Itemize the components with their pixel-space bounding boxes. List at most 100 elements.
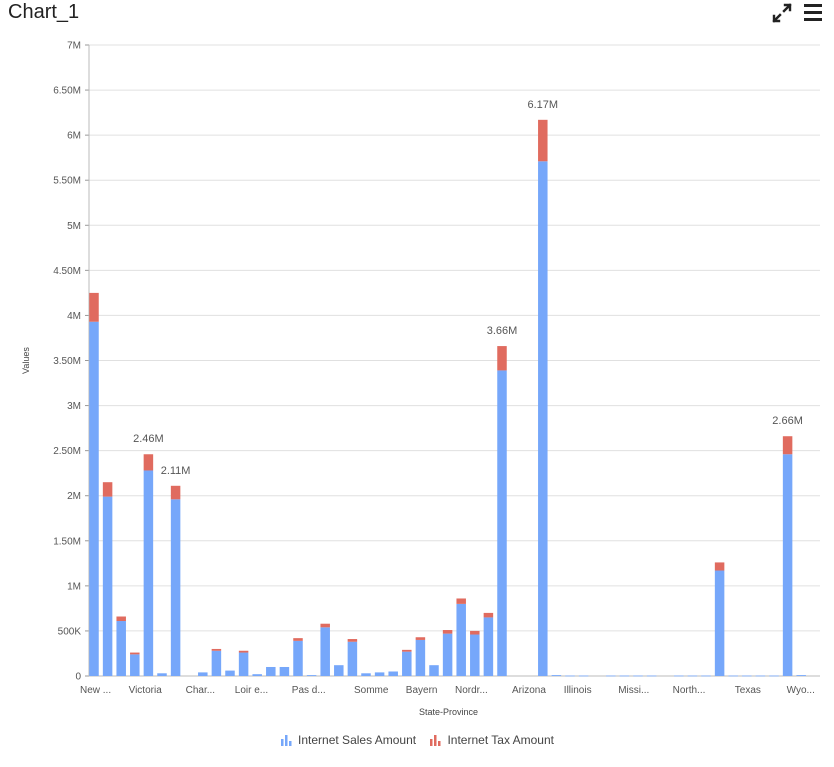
bar-internet-sales-amount[interactable] <box>347 641 358 676</box>
y-tick-label: 5.50M <box>53 176 81 187</box>
bar-internet-sales-amount[interactable] <box>755 675 766 677</box>
bar-internet-tax-amount[interactable] <box>714 562 725 571</box>
x-tick-label: Wyo... <box>787 685 815 696</box>
y-tick-label: 1.50M <box>53 536 81 547</box>
y-tick-label: 6.50M <box>53 86 81 97</box>
bar-internet-sales-amount[interactable] <box>225 670 235 676</box>
bar-internet-sales-amount[interactable] <box>728 675 738 677</box>
bar-internet-sales-amount[interactable] <box>306 675 317 676</box>
legend-item-tax[interactable]: Internet Tax Amount <box>429 733 554 747</box>
bar-internet-sales-amount[interactable] <box>619 675 630 677</box>
legend-item-sales[interactable]: Internet Sales Amount <box>280 733 416 747</box>
stacked-bar-chart: 0 500K 1M 1.50M 2M 2.50M 3M 3.50M 4M 4.50M 5M 5.50M… <box>21 41 820 717</box>
y-tick-label: 1M <box>67 581 81 592</box>
bar-internet-sales-amount[interactable] <box>796 675 806 676</box>
bar-internet-tax-amount[interactable] <box>130 652 140 655</box>
bar-internet-tax-amount[interactable] <box>538 119 548 162</box>
bar-internet-sales-amount[interactable] <box>538 161 548 676</box>
bar-internet-sales-amount[interactable] <box>89 321 99 676</box>
bar-internet-tax-amount[interactable] <box>402 649 412 652</box>
bar-internet-sales-amount[interactable] <box>252 674 262 676</box>
bar-internet-sales-amount[interactable] <box>701 675 711 677</box>
bar-internet-sales-amount[interactable] <box>646 675 657 677</box>
y-tick-label: 500K <box>58 626 82 637</box>
y-tick-label: 3.50M <box>53 356 81 367</box>
bar-internet-tax-amount[interactable] <box>415 637 426 640</box>
bar-internet-sales-amount[interactable] <box>565 675 575 677</box>
legend-label-sales: Internet Sales Amount <box>298 733 417 747</box>
x-tick-label: Arizona <box>512 685 546 696</box>
bar-internet-tax-amount[interactable] <box>116 616 126 622</box>
bar-chart-icon <box>281 735 292 746</box>
bar-internet-sales-amount[interactable] <box>143 470 154 676</box>
bar-internet-sales-amount[interactable] <box>483 617 494 676</box>
bar-internet-tax-amount[interactable] <box>320 623 330 628</box>
bar-internet-sales-amount[interactable] <box>551 675 562 676</box>
x-tick-label: Somme <box>354 685 389 696</box>
bar-internet-sales-amount[interactable] <box>238 652 249 676</box>
x-tick-label: Texas <box>735 685 761 696</box>
bar-internet-tax-amount[interactable] <box>497 346 507 371</box>
bar-internet-sales-amount[interactable] <box>442 633 453 676</box>
bar-internet-tax-amount[interactable] <box>483 612 494 618</box>
bar-internet-sales-amount[interactable] <box>170 499 181 676</box>
bar-internet-tax-amount[interactable] <box>102 482 113 497</box>
bar-internet-sales-amount[interactable] <box>361 673 371 676</box>
x-axis-title: State-Province <box>419 707 478 717</box>
bar-internet-sales-amount[interactable] <box>578 675 589 677</box>
bar-internet-sales-amount[interactable] <box>606 675 616 677</box>
bar-internet-sales-amount[interactable] <box>769 675 779 677</box>
x-tick-label: Illinois <box>564 685 592 696</box>
bar-internet-sales-amount[interactable] <box>130 654 140 676</box>
bar-internet-sales-amount[interactable] <box>157 673 167 676</box>
bar-internet-sales-amount[interactable] <box>388 671 398 676</box>
bar-internet-sales-amount[interactable] <box>334 665 344 676</box>
bar-internet-sales-amount[interactable] <box>429 665 439 676</box>
bar-internet-sales-amount[interactable] <box>266 666 276 676</box>
y-axis-title: Values <box>21 347 31 374</box>
bar-internet-tax-amount[interactable] <box>470 630 480 635</box>
bar-internet-sales-amount[interactable] <box>116 621 126 676</box>
bar-internet-sales-amount[interactable] <box>687 675 698 677</box>
x-tick-label: Nordr... <box>455 685 488 696</box>
bar-internet-tax-amount[interactable] <box>442 630 453 634</box>
bar-internet-sales-amount[interactable] <box>782 454 793 676</box>
bar-internet-sales-amount[interactable] <box>293 640 303 676</box>
bar-internet-tax-amount[interactable] <box>211 648 222 651</box>
bar-internet-sales-amount[interactable] <box>374 672 385 676</box>
bar-internet-tax-amount[interactable] <box>143 454 154 471</box>
bar-internet-sales-amount[interactable] <box>470 634 480 676</box>
x-tick-label: Missi... <box>618 685 649 696</box>
bar-internet-sales-amount[interactable] <box>497 370 507 676</box>
bar-internet-sales-amount[interactable] <box>211 650 222 676</box>
chart-header: Chart_1 <box>0 0 834 28</box>
bar-internet-sales-amount[interactable] <box>402 651 412 676</box>
menu-icon[interactable] <box>802 2 824 24</box>
x-tick-label: Victoria <box>129 685 163 696</box>
bar-internet-sales-amount[interactable] <box>198 672 208 676</box>
x-tick-label: Bayern <box>406 685 438 696</box>
bar-internet-sales-amount[interactable] <box>415 639 426 676</box>
bar-internet-sales-amount[interactable] <box>674 675 684 677</box>
x-tick-label: Pas d... <box>292 685 326 696</box>
bar-internet-sales-amount[interactable] <box>633 675 643 677</box>
bar-internet-sales-amount[interactable] <box>456 603 466 676</box>
bar-internet-tax-amount[interactable] <box>170 485 181 500</box>
bar-internet-tax-amount[interactable] <box>293 638 303 641</box>
bar-internet-sales-amount[interactable] <box>320 627 330 676</box>
bar-internet-sales-amount[interactable] <box>742 675 752 677</box>
bar-internet-sales-amount[interactable] <box>102 496 113 676</box>
bar-internet-sales-amount[interactable] <box>714 570 725 676</box>
expand-icon[interactable] <box>771 2 793 24</box>
y-tick-label: 4.50M <box>53 266 81 277</box>
data-label: 6.17M <box>528 99 559 111</box>
y-tick-label: 3M <box>67 401 81 412</box>
bar-internet-tax-amount[interactable] <box>782 436 793 455</box>
bar-internet-tax-amount[interactable] <box>456 598 466 604</box>
bar-internet-tax-amount[interactable] <box>238 650 249 653</box>
bar-internet-tax-amount[interactable] <box>89 292 99 322</box>
y-tick-label: 2M <box>67 491 81 502</box>
bar-internet-tax-amount[interactable] <box>347 639 358 642</box>
x-tick-label: North... <box>673 685 706 696</box>
bar-internet-sales-amount[interactable] <box>279 666 290 676</box>
